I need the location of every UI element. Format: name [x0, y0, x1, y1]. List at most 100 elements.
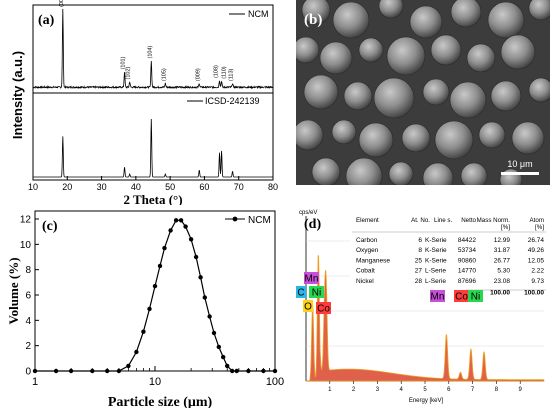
psd-x-tick-label: 100: [266, 376, 284, 388]
psd-marker: [272, 368, 278, 374]
eds-table-cell: 12.99: [494, 237, 511, 244]
psd-chart: 0 2 4 6 8 10 12 1 10 100 (c) NCM Volume (%) Parti…: [6, 210, 284, 408]
eds-table: (d) Element At. No. Line s. Netto Mass Norm.…: [304, 210, 548, 297]
xrd-x-label: 2 Theta (°): [123, 192, 182, 205]
eds-table-cell: Manganese: [356, 257, 390, 264]
eds-table-header: Netto: [461, 217, 476, 224]
panel-label-c: (c): [42, 219, 58, 234]
eds-element-tag-label: Mn: [305, 274, 319, 285]
psd-marker: [234, 368, 239, 374]
eds-table-cell: Oxygen: [356, 247, 379, 254]
panel-label-d: (d): [304, 217, 321, 232]
eds-element-tag: [430, 290, 445, 302]
eds-x-label: Energy [keV]: [409, 398, 444, 404]
eds-element-tag-label: Co: [455, 292, 468, 303]
sem-particle: [528, 0, 550, 21]
sem-particle: [343, 81, 373, 111]
sem-particle: [422, 78, 450, 106]
psd-marker: [157, 263, 163, 269]
psd-frame: [34, 210, 276, 372]
sem-particle: [378, 0, 404, 19]
psd-y-tick-label: 6: [25, 291, 31, 302]
psd-y-tick-label: 8: [25, 265, 31, 276]
psd-marker: [90, 368, 95, 374]
xrd-peak-label: (104): [147, 45, 153, 58]
psd-marker: [162, 245, 167, 251]
eds-element-tag: [296, 286, 306, 298]
psd-marker: [202, 295, 207, 300]
eds-table-cell: 12.05: [528, 257, 545, 264]
eds-x-tick-label: 2: [352, 387, 356, 393]
eds-table-cell: K-Serie: [425, 247, 447, 254]
eds-table-header: Line s.: [434, 217, 453, 224]
eds-table-cell: 26.77: [494, 257, 511, 264]
eds-table-cell: Carbon: [356, 237, 378, 244]
psd-y-tick-label: 10: [20, 240, 32, 251]
sem-particles: [296, 0, 550, 185]
sem-particle: [449, 81, 487, 119]
eds-table-sum: 100.00: [490, 290, 510, 297]
psd-marker: [198, 275, 203, 280]
eds-table-header-unit: [%]: [535, 224, 544, 231]
eds-table-cell: 6: [418, 237, 422, 244]
xrd-x-tick-label: 50: [165, 182, 175, 192]
psd-marker: [168, 228, 173, 233]
eds-element-tag: [303, 300, 313, 312]
psd-legend-marker: [232, 216, 238, 222]
sem-particle: [434, 120, 474, 160]
eds-x-tick-label: 6: [447, 387, 451, 393]
sem-particle: [358, 37, 384, 63]
eds-table-cell: 27: [415, 268, 423, 275]
sem-particle: [296, 36, 320, 64]
psd-marker: [116, 368, 122, 374]
sem-particle: [301, 0, 331, 25]
xrd-peak-label: (009): [195, 68, 201, 81]
sem-image: (b) 10 μm: [296, 0, 550, 185]
eds-table-body: Element At. No. Line s. Netto Mass Norm.[%]A…: [352, 217, 546, 297]
psd-markers: [32, 218, 278, 374]
psd-marker: [193, 254, 199, 260]
eds-element-tag-label: Ni: [471, 292, 480, 303]
eds-x-tick-label: 4: [400, 387, 404, 393]
sem-scale-bar: [501, 172, 539, 175]
psd-marker: [53, 368, 59, 374]
xrd-peak-label: (110): [222, 66, 228, 79]
eds-table-cell: 14770: [458, 268, 476, 275]
xrd-legend-ncm: NCM: [248, 9, 269, 19]
eds-element-tag-label: Ni: [312, 288, 321, 299]
psd-line-ncm: [35, 219, 275, 372]
psd-y-label: Volume (%): [6, 257, 21, 324]
psd-marker: [152, 283, 158, 289]
panel-label-b: (b): [304, 12, 322, 28]
xrd-peak-label: (113): [229, 69, 235, 82]
eds-x-tick-label: 5: [423, 387, 427, 393]
eds-table-cell: Cobalt: [356, 268, 375, 275]
eds-table-cell: K-Serie: [425, 257, 447, 264]
xrd-trace: [33, 118, 273, 178]
eds-table-cell: 25: [415, 257, 423, 264]
psd-legend-label: NCM: [248, 215, 271, 226]
eds-x-tick-label: 7: [471, 387, 475, 393]
sem-particle: [358, 122, 394, 158]
eds-x-tick-label: 8: [495, 387, 499, 393]
eds-chart: cps/eV 1 2 3 4 5 6 7 8 9 Energy [keV] (d) Elemen…: [296, 206, 550, 408]
psd-x-tick-label: 1: [32, 376, 38, 388]
sem-particle: [460, 162, 488, 185]
sem-particle: [345, 157, 383, 185]
eds-x-tick-label: 9: [519, 387, 523, 393]
sem-particle: [422, 162, 454, 185]
panel-label-a: (a): [38, 13, 55, 28]
sem-particle: [388, 161, 414, 185]
xrd-peak-label: (003): [59, 0, 65, 7]
eds-table-cell: 5.30: [497, 268, 510, 275]
eds-table-cell: 90860: [458, 257, 476, 264]
eds-element-tag: [316, 302, 331, 314]
sem-particle: [450, 0, 482, 28]
eds-table-cell: 9.73: [531, 278, 544, 285]
xrd-x-tick-label: 70: [234, 182, 244, 192]
eds-table-header: At. No.: [411, 217, 430, 224]
sem-scale-label: 10 μm: [507, 159, 532, 169]
eds-table-cell: L-Serie: [425, 278, 446, 285]
xrd-peak-label: (102): [126, 66, 132, 79]
